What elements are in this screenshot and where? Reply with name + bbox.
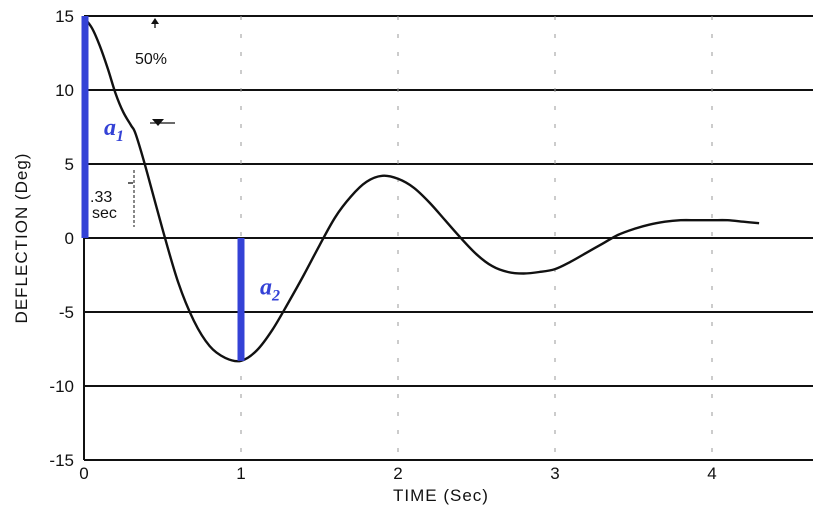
x-tick-label-4: 4 (707, 464, 716, 483)
annotation-arrows (128, 18, 175, 227)
x-tick-labels: 0 1 2 3 4 (79, 464, 716, 483)
x-tick-label-0: 0 (79, 464, 88, 483)
amplitude-label-a1: a1 (104, 115, 124, 145)
y-tick-label--10: -10 (49, 377, 74, 396)
deflection-curve (83, 16, 760, 363)
y-tick-label--5: -5 (59, 303, 74, 322)
vertical-dash-lines (240, 16, 713, 460)
grid-lines (83, 15, 813, 461)
annotation-0: 50% (135, 51, 167, 68)
y-tick-label-10: 10 (55, 81, 74, 100)
y-tick-label-5: 5 (65, 155, 74, 174)
y-tick-labels: 15 10 5 0 -5 -10 -15 (49, 7, 74, 470)
x-tick-label-3: 3 (550, 464, 559, 483)
y-axis-title: DEFLECTION (Deg) (12, 153, 31, 324)
y-tick-label--15: -15 (49, 451, 74, 470)
annotation-2: sec (92, 205, 117, 222)
x-axis-title: TIME (Sec) (393, 486, 489, 505)
x-tick-label-1: 1 (236, 464, 245, 483)
annotation-1: .33 (90, 189, 112, 206)
amplitude-label-a2: a2 (260, 274, 280, 304)
x-tick-label-2: 2 (393, 464, 402, 483)
amplitude-markers: a1 a2 (81, 16, 280, 361)
y-tick-label-15: 15 (55, 7, 74, 26)
y-tick-label-0: 0 (65, 229, 74, 248)
